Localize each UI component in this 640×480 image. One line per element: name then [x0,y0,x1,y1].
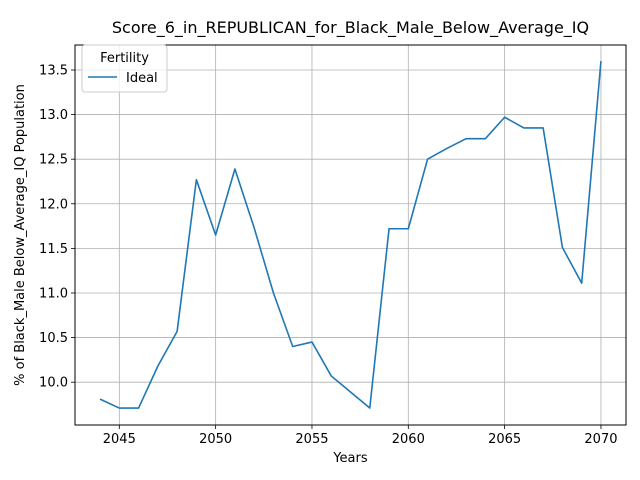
legend-box [81,44,168,93]
x-tick-label: 2050 [199,432,232,447]
x-tick-label: 2045 [103,432,136,447]
y-tick-label: 10.5 [39,331,68,346]
x-tick-label: 2060 [392,432,425,447]
legend-label-ideal: Ideal [126,71,158,86]
y-tick-label: 12.0 [39,197,68,212]
plot-frame [74,44,627,426]
legend-title: Fertility [100,51,149,66]
x-tick-label: 2070 [584,432,617,447]
y-axis-ticks: 10.0 10.5 11.0 11.5 12.0 12.5 13.0 13.5 [39,63,75,391]
chart-title: Score_6_in_REPUBLICAN_for_Black_Male_Bel… [112,18,589,38]
y-tick-label: 11.5 [39,242,68,257]
y-tick-label: 12.5 [39,153,68,168]
y-axis-label: % of Black_Male Below_Average_IQ Populat… [13,84,28,386]
legend: Fertility Ideal [81,44,168,93]
x-tick-label: 2065 [488,432,521,447]
y-tick-label: 10.0 [39,376,68,391]
y-tick-label: 13.0 [39,108,68,123]
x-tick-label: 2055 [295,432,328,447]
series-line-ideal [99,60,602,409]
grid [75,45,626,425]
x-axis-label: Years [332,451,368,466]
x-axis-ticks: 2045 2050 2055 2060 2065 2070 [103,425,618,447]
y-tick-label: 13.5 [39,63,68,78]
series-layer [99,60,602,409]
y-tick-label: 11.0 [39,286,68,301]
